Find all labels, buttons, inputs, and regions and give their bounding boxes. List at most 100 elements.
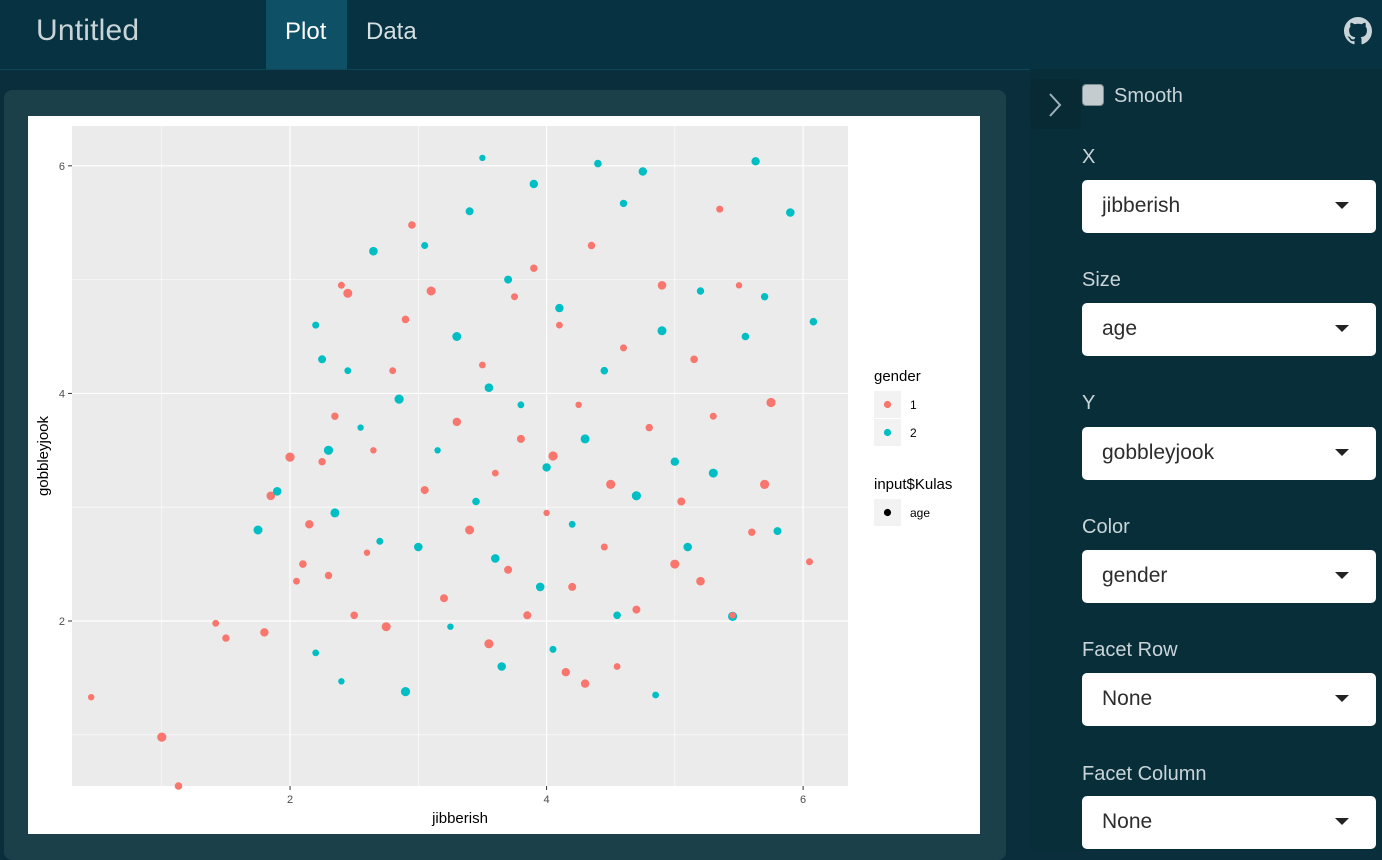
data-point-gender-2 (760, 293, 769, 301)
y-label: Y (1082, 392, 1096, 414)
data-point-gender-1 (766, 397, 776, 408)
y-select[interactable]: gobbleyjook (1082, 427, 1376, 480)
data-point-gender-2 (253, 525, 263, 535)
data-point-gender-1 (401, 315, 410, 324)
x-label: X (1082, 146, 1096, 168)
data-point-gender-1 (690, 355, 698, 364)
size-label: Size (1082, 269, 1121, 291)
data-point-gender-1 (293, 577, 300, 585)
data-point-gender-2 (472, 497, 480, 506)
data-point-gender-2 (357, 424, 364, 431)
data-point-gender-1 (157, 732, 167, 742)
scatter-plot: 2 4 6 2 4 6 jibberish gobbleyjook gender 1 2 input$… (28, 116, 980, 834)
tab-data[interactable]: Data (366, 18, 417, 45)
data-point-gender-1 (587, 241, 596, 250)
data-point-gender-2 (517, 401, 525, 409)
data-point-gender-2 (683, 542, 692, 552)
data-point-gender-1 (484, 639, 494, 649)
data-point-gender-1 (212, 619, 220, 627)
data-point-gender-2 (652, 691, 659, 699)
data-point-gender-2 (312, 321, 320, 329)
smooth-checkbox[interactable] (1082, 84, 1104, 106)
x-axis-label: jibberish (431, 810, 488, 827)
data-point-gender-1 (575, 401, 582, 408)
sidebar-toggle-button[interactable] (1030, 79, 1081, 129)
data-point-gender-2 (786, 208, 795, 217)
data-point-gender-2 (580, 434, 590, 444)
legend-title: input$Kulas (874, 476, 952, 493)
data-point-gender-2 (670, 457, 679, 466)
facet-row-select[interactable]: None (1082, 673, 1376, 726)
data-point-gender-2 (447, 623, 454, 630)
github-icon[interactable] (1344, 17, 1372, 45)
legend-title: gender (874, 368, 921, 385)
data-point-gender-2 (344, 367, 352, 375)
data-point-gender-1 (343, 288, 353, 298)
caret-down-icon (1335, 449, 1349, 456)
data-point-gender-2 (773, 527, 782, 536)
data-point-gender-1 (735, 282, 743, 289)
data-point-gender-1 (266, 491, 276, 501)
data-point-gender-2 (414, 542, 423, 552)
data-point-gender-1 (620, 344, 627, 352)
facet-row-select-value: None (1102, 687, 1153, 710)
color-select[interactable]: gender (1082, 550, 1376, 603)
data-point-gender-1 (548, 451, 558, 461)
data-point-gender-2 (594, 159, 602, 168)
data-point-gender-1 (716, 205, 724, 213)
facet-column-select-value: None (1102, 810, 1153, 833)
data-point-gender-1 (516, 434, 525, 443)
data-point-gender-1 (645, 423, 653, 432)
data-point-gender-1 (174, 782, 183, 790)
data-point-gender-2 (338, 678, 345, 685)
facet-row-label: Facet Row (1082, 639, 1178, 661)
legend-key-point (883, 428, 892, 437)
caret-down-icon (1335, 202, 1349, 209)
y-axis-label: gobbleyjook (35, 415, 52, 496)
data-point-gender-2 (452, 332, 462, 341)
data-point-gender-2 (631, 491, 642, 501)
data-point-gender-1 (479, 361, 486, 369)
color-label: Color (1082, 516, 1130, 538)
tab-plot[interactable]: Plot (266, 0, 347, 69)
legend-label: 2 (910, 426, 917, 440)
data-point-gender-2 (394, 394, 404, 404)
data-point-gender-2 (619, 199, 628, 208)
data-point-gender-2 (542, 463, 551, 472)
data-point-gender-2 (369, 246, 378, 256)
legend-label: 1 (910, 398, 917, 412)
caret-down-icon (1335, 695, 1349, 702)
facet-column-select[interactable]: None (1082, 796, 1376, 849)
data-point-gender-1 (613, 663, 621, 670)
facet-column-label: Facet Column (1082, 763, 1207, 785)
data-point-gender-1 (491, 469, 499, 477)
y-tick-label: 4 (59, 388, 65, 400)
data-point-gender-2 (600, 366, 609, 375)
data-point-gender-2 (613, 611, 621, 620)
data-point-gender-1 (729, 612, 736, 619)
data-point-gender-1 (606, 479, 616, 489)
data-point-gender-1 (408, 221, 416, 229)
data-point-gender-1 (632, 605, 641, 614)
data-point-gender-1 (677, 497, 686, 506)
data-point-gender-1 (504, 565, 513, 574)
data-point-gender-1 (285, 452, 295, 462)
data-point-gender-2 (312, 649, 320, 657)
data-point-gender-1 (561, 668, 570, 677)
data-point-gender-1 (657, 281, 667, 290)
y-tick-label: 2 (59, 616, 65, 628)
data-point-gender-1 (748, 528, 756, 536)
data-point-gender-2 (484, 383, 494, 393)
data-point-gender-1 (530, 264, 538, 272)
legend-key-point (883, 400, 892, 409)
data-point-gender-1 (381, 622, 391, 632)
legend-label: age (910, 506, 930, 520)
data-point-gender-2 (491, 554, 500, 563)
data-point-gender-2 (376, 537, 384, 545)
x-select[interactable]: jibberish (1082, 180, 1376, 233)
data-point-gender-2 (657, 326, 667, 336)
data-point-gender-1 (543, 509, 550, 517)
data-point-gender-2 (529, 179, 538, 189)
size-select[interactable]: age (1082, 303, 1376, 356)
data-point-gender-1 (370, 447, 377, 454)
